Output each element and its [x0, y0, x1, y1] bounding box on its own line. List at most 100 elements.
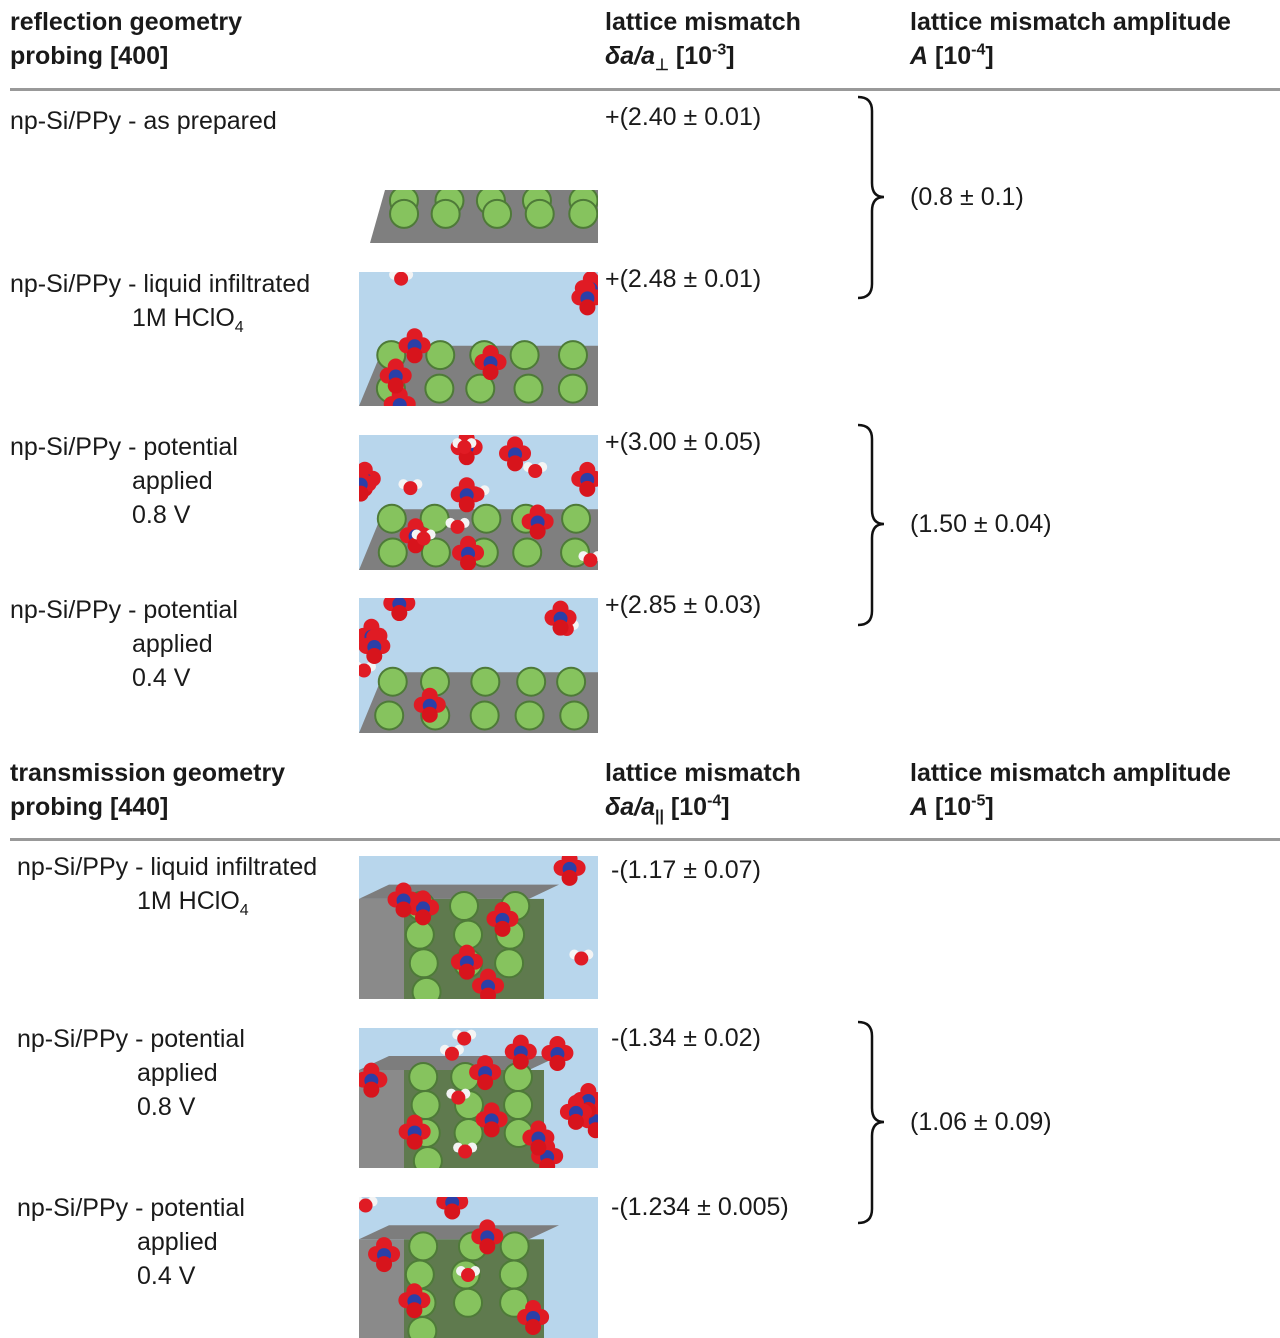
row-label: np-Si/PPy - potential: [10, 596, 238, 624]
oxygen: [363, 1062, 380, 1079]
pore: [412, 1146, 443, 1168]
oxygen: [421, 687, 438, 704]
pore: [524, 198, 555, 229]
row-label: 0.4 V: [132, 664, 191, 692]
oxygen: [583, 553, 598, 568]
oxygen: [561, 869, 578, 886]
oxygen: [480, 987, 497, 999]
slab: [359, 1225, 559, 1240]
oxygen: [567, 1094, 584, 1111]
oxygen: [406, 1283, 423, 1300]
oxygen: [549, 1054, 566, 1071]
oxygen: [477, 1055, 494, 1072]
illustration: [370, 190, 598, 243]
pore: [494, 948, 525, 979]
oxygen: [450, 519, 465, 534]
oxygen: [359, 485, 369, 502]
oxygen: [415, 890, 432, 907]
oxygen: [579, 480, 596, 497]
oxygen: [494, 920, 511, 937]
oxygen: [457, 1031, 472, 1046]
oxygen: [421, 706, 438, 723]
illustration: [359, 435, 598, 570]
oxygen: [482, 364, 499, 381]
pore: [512, 537, 543, 568]
unit-exponent: -4: [707, 792, 722, 810]
oxygen: [406, 1133, 423, 1150]
amplitude-value: (1.06 ± 0.09): [910, 1108, 1052, 1136]
illustration: [359, 272, 598, 406]
pore: [568, 198, 598, 229]
pore: [389, 198, 420, 229]
unit: [10: [670, 793, 708, 821]
oxygen: [479, 1219, 496, 1236]
row-label: np-Si/PPy - potential: [10, 433, 238, 461]
oxygen: [529, 523, 546, 540]
oxygen: [387, 377, 404, 394]
mismatch-value: -(1.234 ± 0.005): [611, 1193, 789, 1221]
oxygen: [366, 648, 383, 665]
unit-end: ]: [721, 793, 730, 821]
row-label: 0.8 V: [137, 1093, 196, 1121]
row-label: np-Si/PPy - as prepared: [10, 107, 277, 135]
row-label: applied: [132, 630, 213, 658]
oxygen: [525, 1319, 542, 1336]
label-subscript: 4: [239, 902, 249, 919]
oxygen: [480, 968, 497, 985]
symbol-subscript: ⊥: [655, 57, 669, 74]
pore: [559, 700, 590, 731]
unit-end: ]: [985, 793, 994, 821]
row-label: 0.8 V: [132, 501, 191, 529]
illustration: [359, 598, 598, 733]
unit-exponent: -5: [971, 792, 986, 810]
oxygen: [403, 481, 418, 496]
oxygen: [391, 605, 408, 622]
mismatch-value: +(2.48 ± 0.01): [605, 265, 762, 293]
chlorine: [392, 398, 407, 406]
pore: [470, 666, 501, 697]
oxygen: [387, 358, 404, 375]
oxygen: [579, 461, 596, 478]
geometry-subtitle: probing [400]: [10, 42, 169, 70]
pore: [499, 1231, 530, 1262]
oxygen: [580, 1083, 597, 1100]
pore: [509, 340, 540, 371]
oxygen: [507, 436, 524, 453]
mismatch-title: lattice mismatch: [605, 8, 801, 36]
oxygen: [457, 440, 472, 455]
oxygen: [458, 944, 475, 961]
pore: [430, 198, 461, 229]
brace-path: [857, 95, 885, 300]
pore: [453, 919, 484, 950]
pore: [420, 537, 451, 568]
symbol: δa/a: [605, 42, 656, 70]
oxygen: [530, 1120, 547, 1137]
oxygen: [415, 909, 432, 926]
unit: [10: [675, 42, 713, 70]
oxygen: [552, 619, 569, 636]
pore: [556, 666, 587, 697]
row-label: np-Si/PPy - liquid infiltrated: [17, 853, 318, 881]
pore: [376, 503, 407, 534]
pore: [404, 919, 435, 950]
oxygen: [416, 531, 431, 546]
brace-path: [857, 1020, 885, 1225]
oxygen: [482, 345, 499, 362]
mismatch-symbol: δa/a⊥ [10-3]: [605, 42, 735, 74]
mismatch-value: -(1.34 ± 0.02): [611, 1024, 761, 1052]
unit-end: ]: [985, 42, 994, 70]
oxygen: [363, 1081, 380, 1098]
oxygen: [406, 347, 423, 364]
pore: [561, 503, 592, 534]
amplitude-symbol: A [10-4]: [910, 42, 994, 70]
pore: [408, 1062, 439, 1092]
mismatch-value: +(2.40 ± 0.01): [605, 103, 762, 131]
row-label: np-Si/PPy - liquid infiltrated: [10, 270, 311, 298]
oxygen: [458, 477, 475, 494]
illustration: [359, 1028, 598, 1168]
oxygen: [395, 901, 412, 918]
mismatch-symbol: δa/a|| [10-4]: [605, 792, 730, 825]
oxygen: [394, 272, 409, 286]
mismatch-value: +(3.00 ± 0.05): [605, 428, 762, 456]
